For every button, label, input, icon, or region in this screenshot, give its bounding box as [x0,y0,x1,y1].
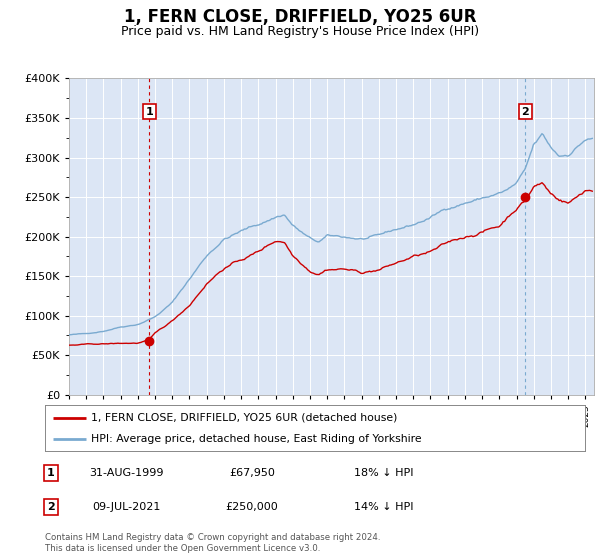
Text: 1: 1 [47,468,55,478]
Text: Contains HM Land Registry data © Crown copyright and database right 2024.
This d: Contains HM Land Registry data © Crown c… [45,533,380,553]
Text: £67,950: £67,950 [229,468,275,478]
Text: 1: 1 [146,106,153,116]
Text: 1, FERN CLOSE, DRIFFIELD, YO25 6UR (detached house): 1, FERN CLOSE, DRIFFIELD, YO25 6UR (deta… [91,413,397,423]
Text: 09-JUL-2021: 09-JUL-2021 [92,502,160,512]
Text: HPI: Average price, detached house, East Riding of Yorkshire: HPI: Average price, detached house, East… [91,435,422,444]
Text: 31-AUG-1999: 31-AUG-1999 [89,468,163,478]
Text: 18% ↓ HPI: 18% ↓ HPI [354,468,414,478]
Text: 2: 2 [47,502,55,512]
Text: 1, FERN CLOSE, DRIFFIELD, YO25 6UR: 1, FERN CLOSE, DRIFFIELD, YO25 6UR [124,8,476,26]
Text: 14% ↓ HPI: 14% ↓ HPI [354,502,414,512]
Text: 2: 2 [521,106,529,116]
Text: Price paid vs. HM Land Registry's House Price Index (HPI): Price paid vs. HM Land Registry's House … [121,25,479,38]
Text: £250,000: £250,000 [226,502,278,512]
